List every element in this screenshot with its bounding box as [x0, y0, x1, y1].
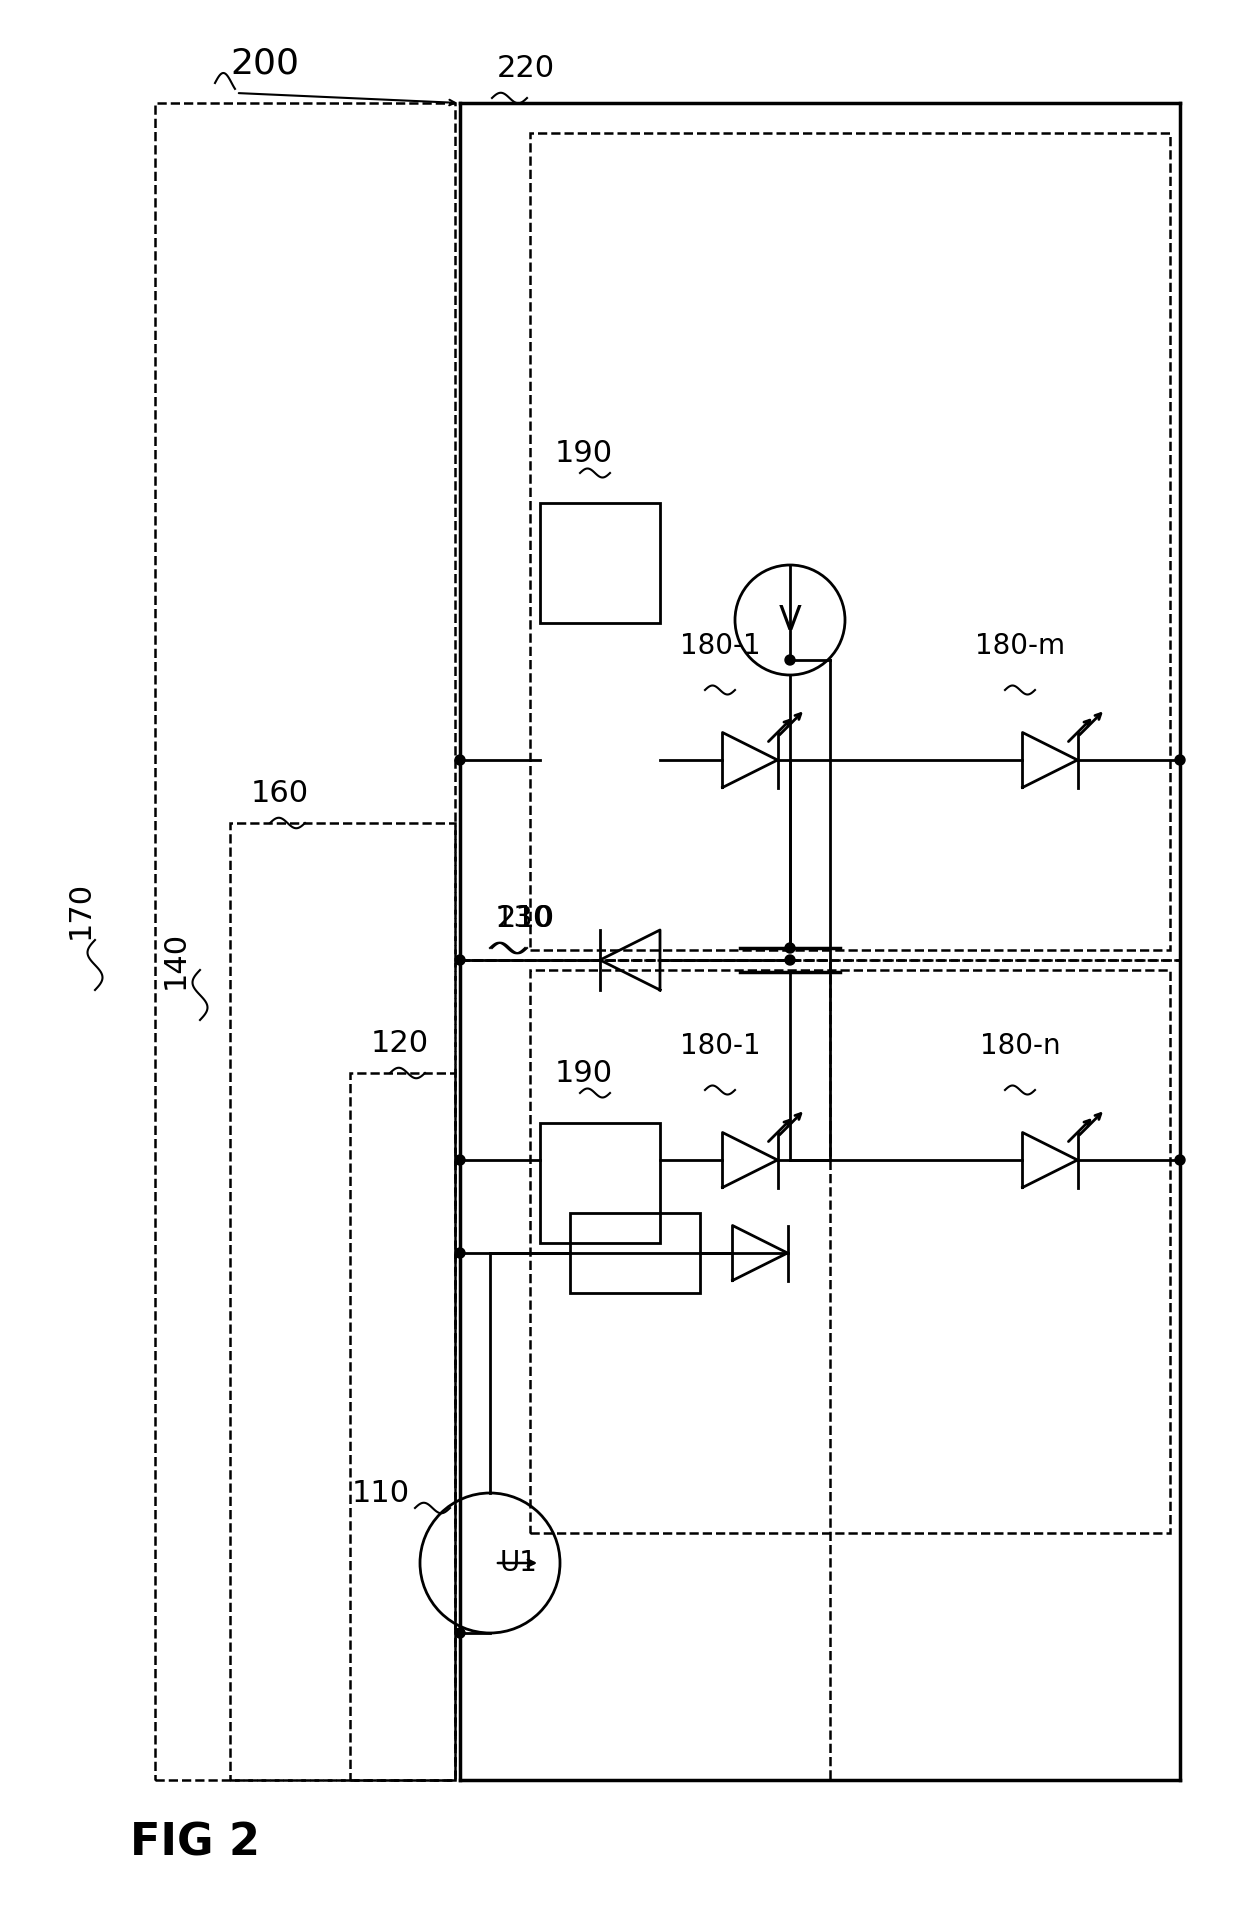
- Circle shape: [1176, 756, 1185, 765]
- Text: 180-1: 180-1: [680, 633, 760, 660]
- Text: FIG 2: FIG 2: [130, 1821, 260, 1865]
- Text: 160: 160: [250, 779, 309, 808]
- Text: 190: 190: [556, 438, 613, 467]
- Text: 220: 220: [497, 54, 556, 83]
- Circle shape: [785, 656, 795, 665]
- Text: 110: 110: [352, 1479, 410, 1508]
- Circle shape: [455, 956, 465, 965]
- Circle shape: [1176, 1156, 1185, 1165]
- Text: 170: 170: [66, 881, 94, 938]
- Circle shape: [455, 1156, 465, 1165]
- Text: 130: 130: [495, 904, 553, 933]
- Text: 120: 120: [371, 1029, 429, 1058]
- Circle shape: [455, 1248, 465, 1258]
- Text: 140: 140: [160, 931, 190, 988]
- Text: 210: 210: [497, 904, 556, 933]
- Circle shape: [455, 1629, 465, 1638]
- Text: 180-1: 180-1: [680, 1033, 760, 1060]
- Text: 200: 200: [229, 46, 299, 81]
- Circle shape: [785, 942, 795, 954]
- Text: U1: U1: [500, 1550, 538, 1577]
- Text: 190: 190: [556, 1058, 613, 1088]
- Text: 180-n: 180-n: [980, 1033, 1060, 1060]
- Circle shape: [455, 756, 465, 765]
- Circle shape: [785, 956, 795, 965]
- Text: 180-m: 180-m: [975, 633, 1065, 660]
- Text: V: V: [779, 604, 801, 637]
